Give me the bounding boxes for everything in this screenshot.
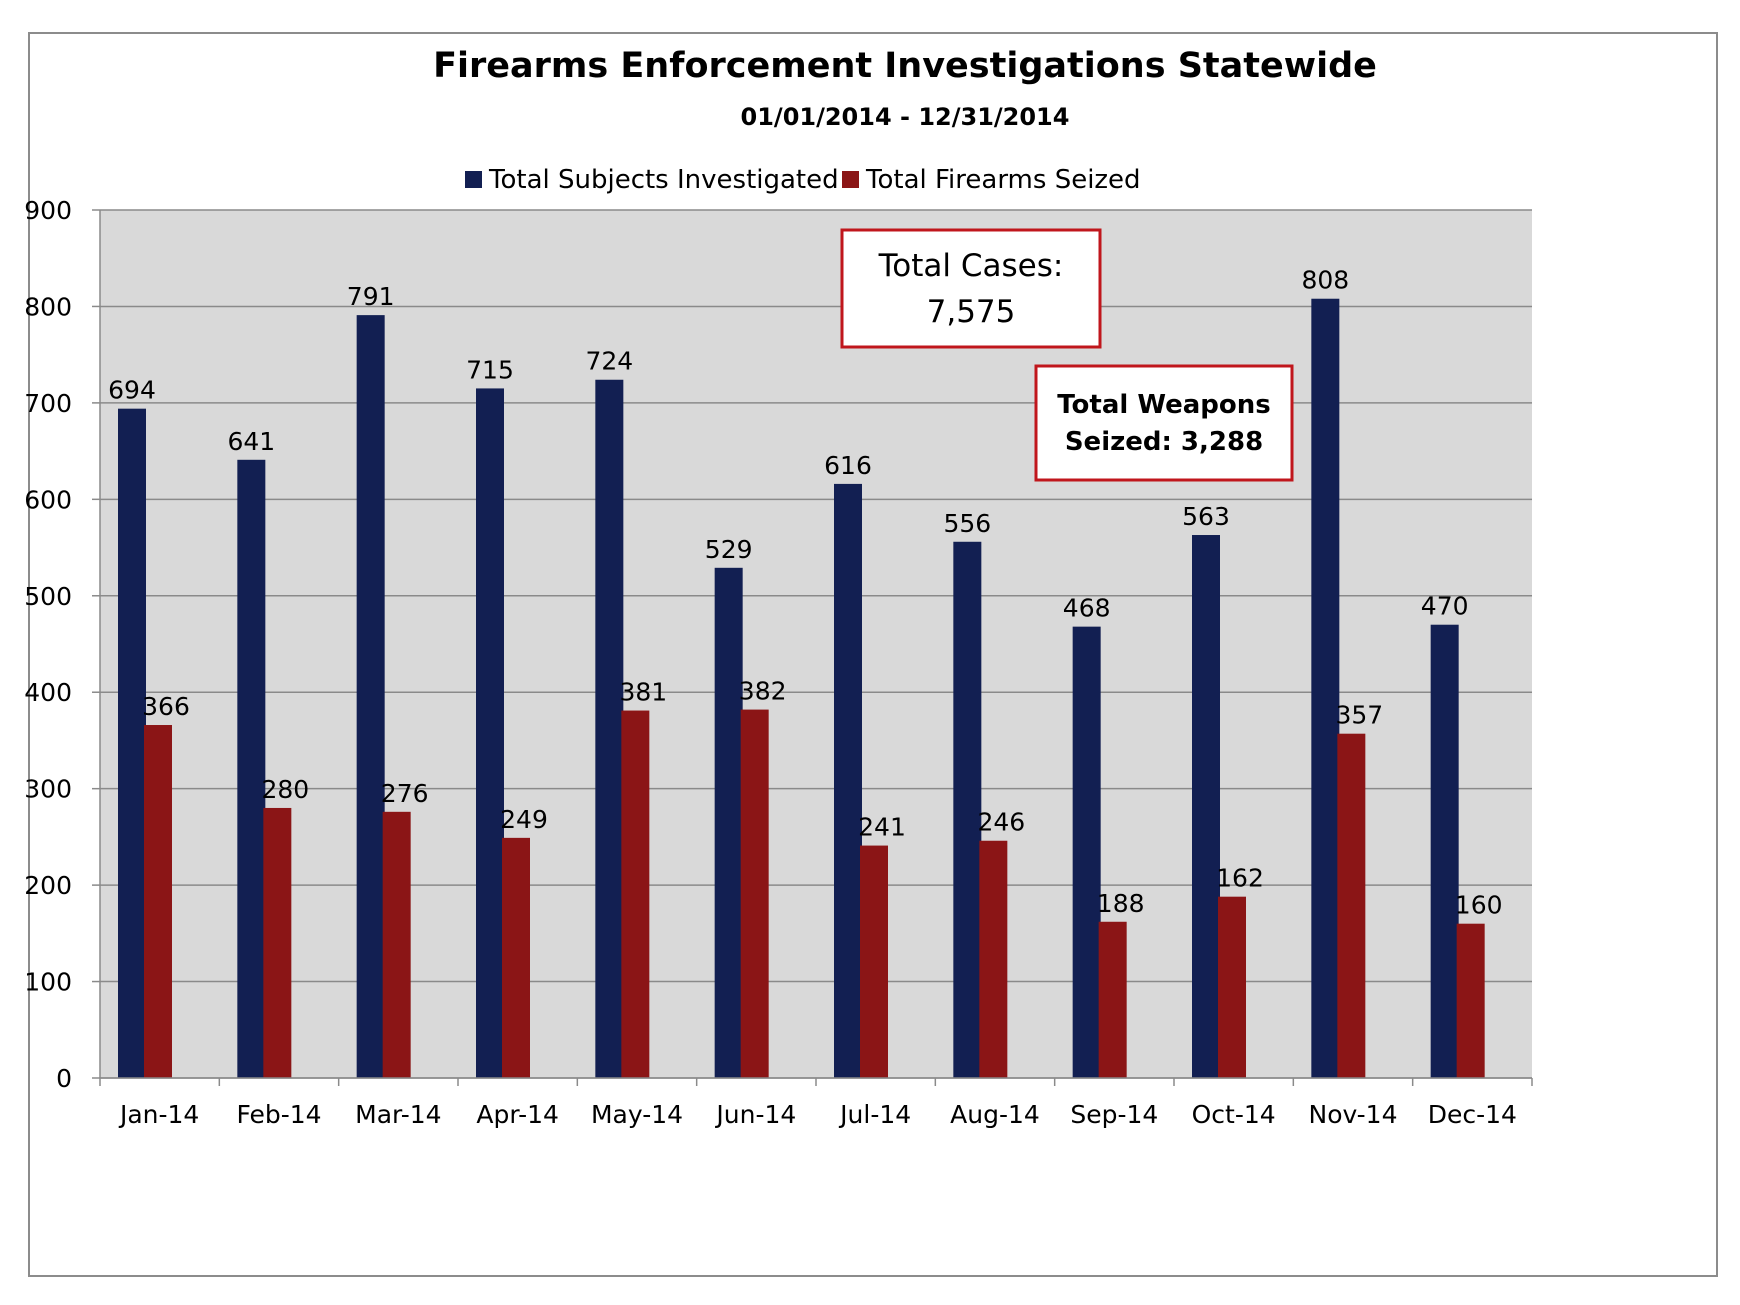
data-label: 694 <box>108 376 156 405</box>
bar-firearms-apr-14 <box>502 837 530 1078</box>
x-tick-label: Oct-14 <box>1192 1100 1276 1129</box>
bar-subjects-feb-14 <box>237 459 266 1078</box>
bar-firearms-jul-14 <box>860 845 888 1078</box>
legend-label: Total Firearms Seized <box>865 165 1141 195</box>
data-label: 563 <box>1182 502 1230 531</box>
x-tick-label: Sep-14 <box>1070 1100 1158 1129</box>
data-label: 246 <box>977 808 1025 837</box>
data-label: 188 <box>1097 889 1145 918</box>
y-tick-label: 700 <box>24 389 72 418</box>
plot-area <box>100 210 1532 1078</box>
data-label: 529 <box>705 535 753 564</box>
chart-subtitle: 01/01/2014 - 12/31/2014 <box>741 103 1070 131</box>
callout-line: 7,575 <box>927 294 1016 330</box>
y-tick-label: 500 <box>24 582 72 611</box>
y-tick-label: 0 <box>56 1064 72 1093</box>
x-tick-label: Nov-14 <box>1309 1100 1398 1129</box>
y-tick-label: 800 <box>24 292 72 321</box>
bar-firearms-jun-14 <box>740 709 769 1078</box>
legend-swatch <box>465 171 482 188</box>
bar-firearms-may-14 <box>621 710 650 1078</box>
x-tick-label: Mar-14 <box>355 1100 441 1129</box>
bar-subjects-oct-14 <box>1192 535 1220 1078</box>
x-axis: Jan-14 Feb-14 Mar-14 Apr-14 May-14 Jun-14 Jul-… <box>99 1077 1533 1129</box>
legend-swatch <box>842 171 859 188</box>
bar-firearms-feb-14 <box>263 807 292 1078</box>
data-label: 381 <box>619 678 667 707</box>
data-label: 160 <box>1455 891 1503 920</box>
bar-subjects-sep-14 <box>1072 626 1101 1078</box>
data-label: 366 <box>142 692 190 721</box>
data-label: 641 <box>227 427 275 456</box>
data-label: 724 <box>585 347 633 376</box>
x-tick-label: May-14 <box>591 1100 683 1129</box>
y-tick-label: 200 <box>24 871 72 900</box>
data-label: 616 <box>824 451 872 480</box>
bar-subjects-may-14 <box>595 379 624 1079</box>
data-label: 249 <box>500 805 548 834</box>
x-tick-label: Jan-14 <box>118 1100 199 1129</box>
x-tick-label: Jun-14 <box>714 1100 796 1129</box>
legend: Total Subjects Investigated Total Firearm… <box>465 165 1141 195</box>
data-label: 715 <box>466 355 514 384</box>
callout-line: Total Cases: <box>878 248 1064 284</box>
gridlines <box>100 209 1532 1079</box>
data-label: 241 <box>858 813 906 842</box>
bar-firearms-oct-14 <box>1218 896 1246 1078</box>
y-tick-label: 300 <box>24 775 72 804</box>
chart-title: Firearms Enforcement Investigations Stat… <box>433 46 1377 86</box>
y-tick-label: 100 <box>24 968 72 997</box>
data-label: 808 <box>1301 266 1349 295</box>
bar-subjects-dec-14 <box>1430 624 1459 1078</box>
bars <box>118 298 1485 1079</box>
legend-label: Total Subjects Investigated <box>488 165 839 195</box>
bar-subjects-jun-14 <box>714 567 743 1078</box>
bar-subjects-jan-14 <box>118 408 146 1079</box>
bar-firearms-sep-14 <box>1098 921 1127 1078</box>
x-tick-label: Feb-14 <box>236 1100 321 1129</box>
bar-subjects-nov-14 <box>1311 298 1340 1078</box>
data-label: 468 <box>1063 594 1111 623</box>
x-tick-label: Jul-14 <box>838 1100 911 1129</box>
x-tick-label: Aug-14 <box>950 1100 1040 1129</box>
bar-firearms-mar-14 <box>382 811 411 1078</box>
bar-subjects-jul-14 <box>834 483 862 1078</box>
data-label: 791 <box>347 282 395 311</box>
y-tick-label: 400 <box>24 678 72 707</box>
data-label: 280 <box>261 775 309 804</box>
bar-firearms-aug-14 <box>979 840 1008 1078</box>
total-weapons-callout <box>1034 364 1294 482</box>
data-label: 470 <box>1421 592 1469 621</box>
y-tick-label: 600 <box>24 485 72 514</box>
data-label: 357 <box>1335 701 1383 730</box>
data-labels: 694 641 791 715 724 529 616 556 468 563 808 470 366 2… <box>108 266 1502 920</box>
data-label: 556 <box>943 509 991 538</box>
x-tick-label: Apr-14 <box>476 1100 558 1129</box>
y-tick-label: 900 <box>24 196 72 225</box>
total-cases-callout <box>840 228 1102 349</box>
bar-subjects-aug-14 <box>953 541 982 1078</box>
data-label: 162 <box>1216 864 1264 893</box>
y-axis: 0 100 200 300 400 500 600 700 800 900 <box>24 196 101 1093</box>
x-tick-label: Dec-14 <box>1428 1100 1517 1129</box>
bar-firearms-jan-14 <box>144 725 172 1078</box>
data-label: 276 <box>381 779 429 808</box>
bar-firearms-dec-14 <box>1456 923 1485 1078</box>
data-label: 382 <box>739 677 787 706</box>
callout-line: Seized: 3,288 <box>1065 427 1263 457</box>
bar-firearms-nov-14 <box>1337 733 1366 1078</box>
callout-line: Total Weapons <box>1057 390 1270 420</box>
callouts: Total Cases: 7,575 Total Weapons Seized: 3,… <box>840 228 1294 482</box>
bar-subjects-apr-14 <box>476 388 504 1078</box>
bar-subjects-mar-14 <box>356 315 385 1078</box>
